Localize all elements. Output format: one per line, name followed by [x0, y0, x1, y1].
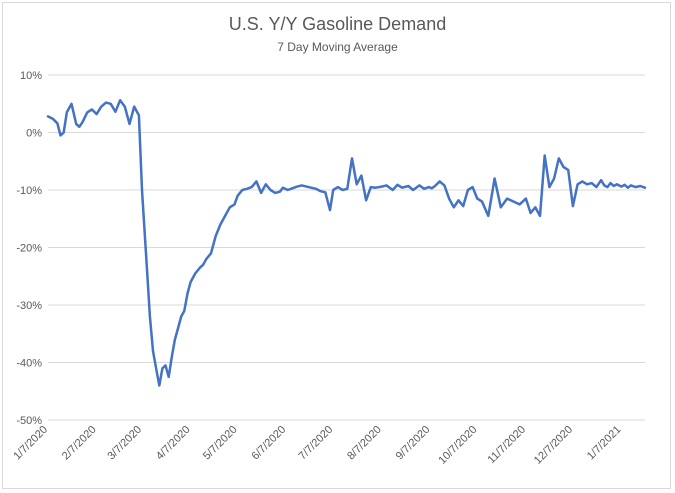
x-axis-tick-labels: 1/7/2020 2/7/2020 3/7/2020 4/7/2020 5/7/2020…	[11, 424, 623, 467]
x-tick-label: 10/7/2020	[436, 424, 479, 467]
series-line	[46, 99, 647, 387]
x-tick-label: 6/7/2020	[250, 424, 289, 463]
series-layer	[46, 99, 647, 387]
x-tick-label: 1/7/2020	[11, 424, 50, 463]
y-tick-label: -10%	[16, 185, 42, 197]
x-tick-label: 11/7/2020	[486, 424, 529, 467]
x-tick-label: 2/7/2020	[60, 424, 99, 463]
gridlines	[48, 74, 645, 421]
y-tick-label: 10%	[20, 70, 42, 82]
y-tick-label: 0%	[26, 128, 42, 140]
x-tick-label: 1/7/2021	[585, 424, 624, 463]
x-tick-label: 8/7/2020	[345, 424, 384, 463]
chart-subtitle: 7 Day Moving Average	[277, 40, 398, 54]
chart-frame	[2, 2, 671, 489]
y-tick-label: -40%	[16, 358, 42, 370]
chart-title: U.S. Y/Y Gasoline Demand	[228, 14, 447, 34]
x-tick-label: 9/7/2020	[394, 424, 433, 463]
y-tick-label: -20%	[16, 243, 42, 255]
x-tick-label: 3/7/2020	[105, 424, 144, 463]
y-tick-label: -50%	[16, 415, 42, 427]
y-tick-label: -30%	[16, 300, 42, 312]
x-tick-label: 4/7/2020	[154, 424, 193, 463]
y-axis-tick-labels: 10% 0% -10% -20% -30% -40% -50%	[16, 70, 42, 427]
x-tick-label: 5/7/2020	[201, 424, 240, 463]
x-tick-label: 7/7/2020	[297, 424, 336, 463]
x-tick-label: 12/7/2020	[532, 424, 575, 467]
